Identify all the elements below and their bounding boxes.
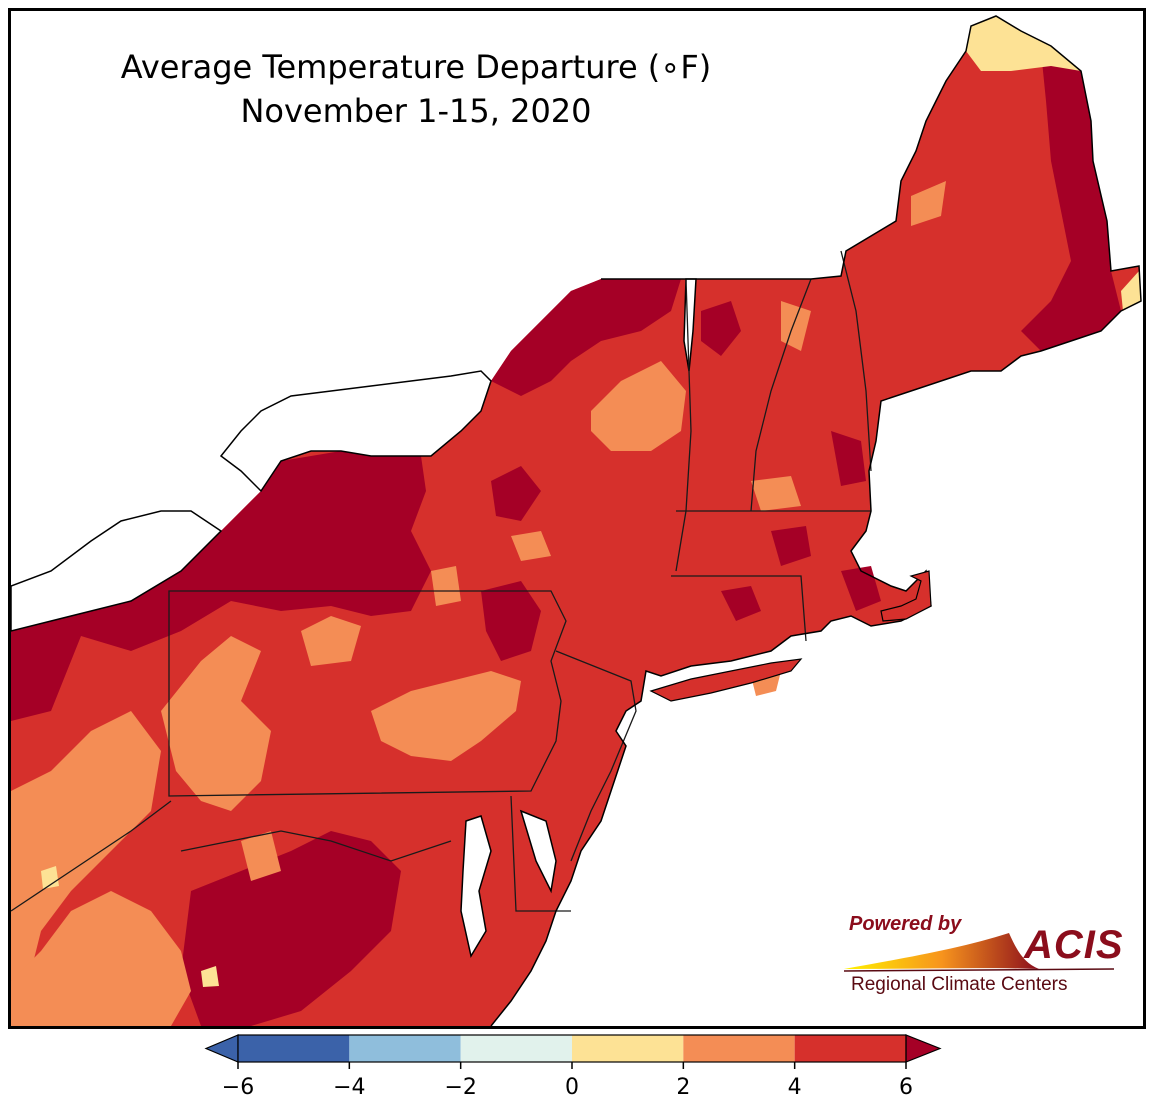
map-frame: Average Temperature Departure (∘F) Novem…: [8, 8, 1146, 1029]
acis-wordmark: ACIS: [1024, 923, 1124, 967]
mild-ohio: [41, 866, 59, 889]
colorbar-tick-label: 0: [565, 1075, 579, 1100]
over6-nh-coast: [831, 431, 866, 486]
over6-sw-pa: [181, 831, 401, 1026]
over6-ny-blob: [491, 466, 541, 521]
warm24-sw: [11, 711, 161, 981]
colorbar-bin: [349, 1035, 461, 1062]
cape-cod: [880, 570, 932, 622]
colorbar-bin: [460, 1035, 572, 1062]
warm24-central-pa: [371, 671, 521, 761]
coastline: [490, 15, 1142, 1026]
over6-western-ny: [11, 451, 431, 721]
regional-climate-centers-text: Regional Climate Centers: [851, 974, 1068, 995]
over6-northern-ny: [491, 279, 681, 396]
colorbar-bin: [794, 1035, 906, 1062]
departure-over-6-regions: [11, 51, 1121, 1026]
mild-sw-pa: [201, 966, 219, 987]
chesapeake-bay: [460, 815, 492, 958]
lake-ontario: [219, 370, 492, 493]
land-region: [11, 16, 1141, 1026]
acis-logo: Powered by ACIS Regional Climate Centers: [839, 911, 1129, 1006]
colorbar-bins: [204, 1034, 942, 1063]
colorbar-bin: [572, 1035, 684, 1062]
colorbar-tick-label: 2: [676, 1075, 690, 1100]
colorbar-bin: [238, 1035, 350, 1062]
border-md-wv: [180, 830, 452, 862]
border-ct-ri: [671, 575, 807, 642]
colorbar-under-arrow: [204, 1034, 239, 1063]
border-ny-vt: [675, 278, 692, 572]
temperature-departure-map: [11, 15, 1142, 1026]
long-island: [649, 658, 803, 702]
over6-ma-coast: [841, 566, 881, 611]
border-vt-nh: [750, 278, 812, 512]
map-title: Average Temperature Departure (∘F): [120, 48, 712, 86]
departure-2-4-regions: [11, 181, 946, 1026]
warm24-maine: [911, 181, 946, 226]
warm24-sc-pa: [241, 831, 281, 881]
mild-maine-east: [1121, 271, 1141, 311]
colorbar-tick-label: 4: [788, 1075, 802, 1100]
colorbar-tick-label: −2: [444, 1075, 476, 1100]
border-md-de: [510, 795, 571, 912]
mild-maine-north: [966, 16, 1081, 71]
warm24-pa-north: [301, 616, 361, 666]
powered-by-text: Powered by: [849, 913, 962, 935]
colorbar-tick-label: −6: [222, 1075, 254, 1100]
over6-ct: [721, 586, 761, 621]
colorbar-tick-label: −4: [333, 1075, 365, 1100]
colorbar-ticks: −6 −4 −2 0 2 4 6: [222, 1062, 913, 1100]
departure-0-2-regions: [41, 16, 1141, 987]
map-subtitle: November 1-15, 2020: [240, 92, 592, 130]
over6-ma: [771, 526, 811, 566]
warm24-ny-south: [511, 531, 551, 561]
warm24-adirondack: [591, 361, 686, 451]
border-wv: [11, 800, 172, 912]
warm24-sw-lower: [11, 891, 191, 1026]
colorbar-legend: −6 −4 −2 0 2 4 6: [204, 1034, 942, 1100]
warm24-nh-south: [751, 476, 801, 511]
over6-vt: [701, 301, 741, 356]
border-pa: [168, 590, 567, 797]
over6-maine-east: [1021, 51, 1121, 351]
delaware-bay: [519, 809, 557, 894]
border-nh-me: [840, 250, 872, 472]
warm24-ny-central: [431, 566, 461, 606]
over6-central-pa: [481, 581, 541, 661]
colorbar-bin: [683, 1035, 795, 1062]
colorbar-over-arrow: [905, 1034, 942, 1063]
lake-erie: [11, 510, 223, 632]
warm24-central-pa-west: [161, 636, 271, 811]
colorbar-tick-label: 6: [899, 1075, 913, 1100]
acis-swoosh-graphic: [843, 933, 1115, 972]
